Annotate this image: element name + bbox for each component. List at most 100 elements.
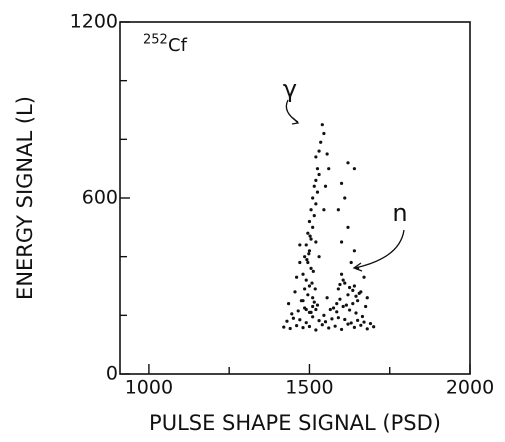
data-point: [303, 287, 307, 291]
data-point: [311, 196, 315, 200]
data-point: [301, 272, 305, 276]
data-point: [357, 291, 361, 295]
data-point: [306, 260, 310, 265]
data-point: [291, 316, 295, 320]
y-tick-label: 600: [82, 187, 118, 209]
data-point: [311, 296, 315, 300]
data-point: [344, 303, 348, 307]
data-point: [312, 214, 316, 218]
data-point: [336, 316, 340, 320]
data-point: [356, 266, 360, 270]
data-point: [336, 208, 340, 212]
data-point: [310, 281, 314, 285]
data-point: [312, 184, 316, 188]
data-point: [330, 317, 334, 321]
data-point: [339, 240, 344, 244]
data-point: [335, 302, 339, 306]
data-point: [352, 167, 357, 171]
data-point: [309, 310, 313, 314]
y-axis-label: ENERGY SIGNAL (L): [13, 96, 37, 300]
data-point: [365, 296, 369, 300]
data-point: [360, 314, 365, 319]
data-point: [325, 152, 329, 156]
data-point: [352, 249, 357, 253]
data-point: [322, 208, 326, 212]
data-point: [282, 325, 286, 329]
n-arrow: [354, 229, 405, 269]
data-point: [315, 303, 320, 307]
x-tick-label: 1000: [125, 377, 173, 399]
data-point: [346, 322, 350, 326]
data-point: [327, 326, 331, 330]
data-point: [305, 258, 309, 262]
data-point: [346, 293, 350, 297]
data-point: [338, 297, 342, 301]
data-point: [317, 149, 321, 153]
data-point: [306, 231, 310, 235]
data-point: [314, 155, 318, 159]
data-point: [356, 318, 360, 322]
data-point: [339, 327, 344, 332]
data-point: [303, 306, 307, 310]
data-point: [351, 302, 355, 306]
x-tick-label: 1500: [285, 377, 333, 399]
data-point: [343, 317, 347, 322]
x-axis-label: PULSE SHAPE SIGNAL (PSD): [149, 411, 441, 435]
data-point: [349, 260, 353, 265]
data-point: [311, 315, 315, 319]
gamma-arrowhead: [291, 117, 300, 125]
data-point: [364, 304, 368, 309]
data-point: [354, 294, 358, 298]
data-point: [349, 321, 353, 325]
data-point: [311, 269, 315, 273]
data-point: [307, 249, 312, 253]
data-point: [320, 323, 324, 327]
data-point: [288, 326, 292, 331]
data-point: [298, 318, 302, 322]
data-point: [304, 243, 308, 247]
isotope-symbol: Cf: [168, 35, 188, 56]
data-point: [313, 287, 317, 291]
data-point: [304, 278, 308, 282]
data-point: [311, 225, 315, 229]
data-point: [336, 287, 340, 291]
data-point: [335, 310, 339, 314]
gamma-label: γ: [283, 75, 297, 103]
y-tick-label: 0: [106, 363, 118, 385]
data-point: [306, 293, 310, 297]
data-point: [341, 304, 345, 309]
data-point: [317, 319, 321, 323]
data-point: [352, 284, 357, 288]
data-point: [286, 302, 291, 306]
data-point: [307, 252, 311, 256]
x-tick-label: 2000: [446, 377, 494, 399]
data-point: [362, 275, 366, 279]
data-point: [352, 325, 357, 329]
data-point: [303, 255, 307, 259]
data-point: [314, 328, 318, 332]
data-point: [293, 290, 297, 294]
data-point: [359, 323, 363, 327]
data-point: [354, 311, 358, 315]
data-point: [298, 243, 302, 247]
data-point: [328, 307, 332, 312]
data-point: [285, 319, 289, 323]
data-point: [347, 308, 352, 312]
data-point: [309, 208, 313, 212]
isotope-mass: 252: [143, 33, 168, 48]
data-point: [309, 266, 313, 270]
data-point: [327, 167, 331, 171]
data-point: [314, 202, 318, 206]
data-point: [314, 178, 318, 182]
data-point: [312, 300, 316, 304]
data-point: [309, 237, 313, 241]
data-point: [320, 123, 324, 127]
data-point: [333, 324, 337, 328]
data-point: [307, 284, 312, 288]
data-point: [323, 320, 328, 324]
data-point: [315, 190, 320, 194]
data-point: [295, 324, 299, 328]
data-point: [317, 255, 321, 259]
data-point: [338, 282, 342, 287]
data-point: [295, 275, 299, 279]
